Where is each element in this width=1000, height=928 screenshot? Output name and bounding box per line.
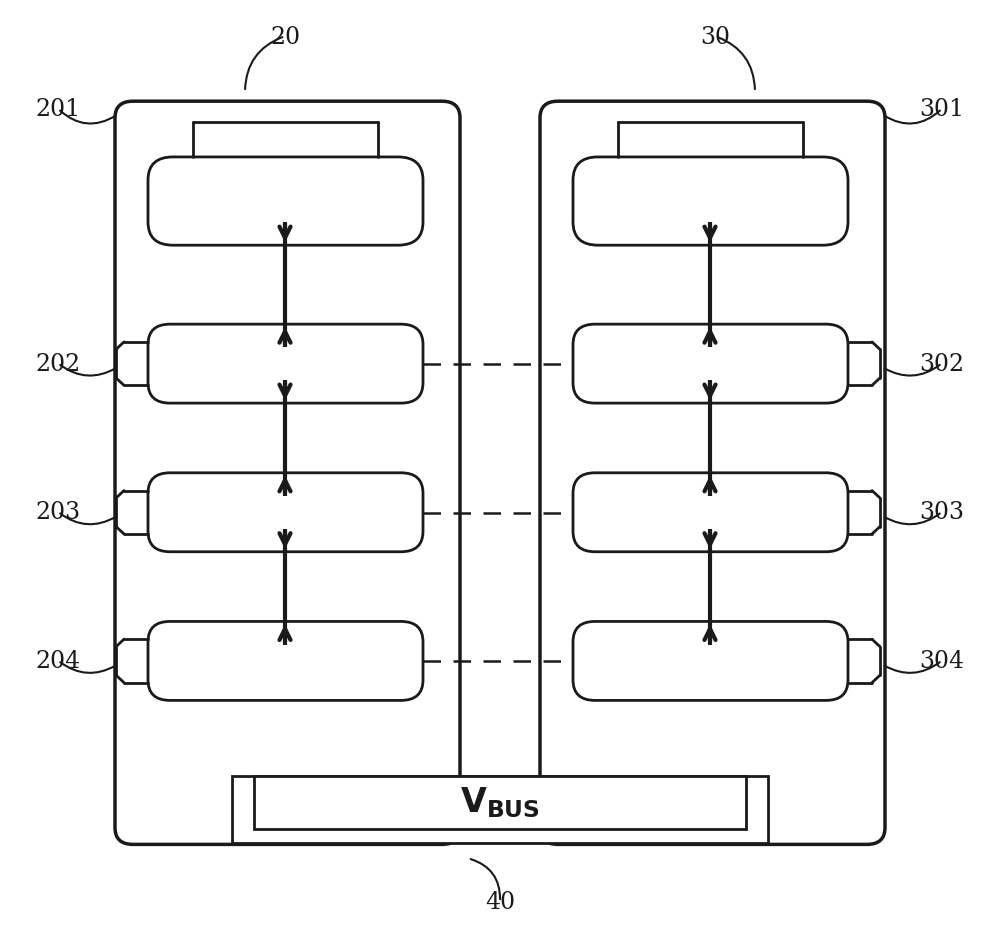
Text: 203: 203 [35,501,81,523]
FancyBboxPatch shape [573,158,848,246]
Text: 201: 201 [35,98,81,121]
FancyBboxPatch shape [540,102,885,844]
Text: 20: 20 [270,26,300,48]
Text: 204: 204 [35,650,81,672]
Text: 202: 202 [35,353,81,375]
Text: 302: 302 [919,353,965,375]
FancyBboxPatch shape [148,325,423,404]
FancyBboxPatch shape [573,473,848,552]
Bar [254,776,746,829]
FancyBboxPatch shape [573,622,848,701]
FancyBboxPatch shape [573,325,848,404]
Text: 301: 301 [919,98,965,121]
FancyBboxPatch shape [148,473,423,552]
FancyBboxPatch shape [115,102,460,844]
Text: $\mathbf{V}_{\mathbf{BUS}}$: $\mathbf{V}_{\mathbf{BUS}}$ [460,784,540,819]
Text: 40: 40 [485,891,515,913]
Text: 303: 303 [920,501,964,523]
Bar [232,776,768,843]
FancyBboxPatch shape [148,622,423,701]
FancyBboxPatch shape [148,158,423,246]
Text: 30: 30 [700,26,730,48]
Text: 304: 304 [919,650,965,672]
